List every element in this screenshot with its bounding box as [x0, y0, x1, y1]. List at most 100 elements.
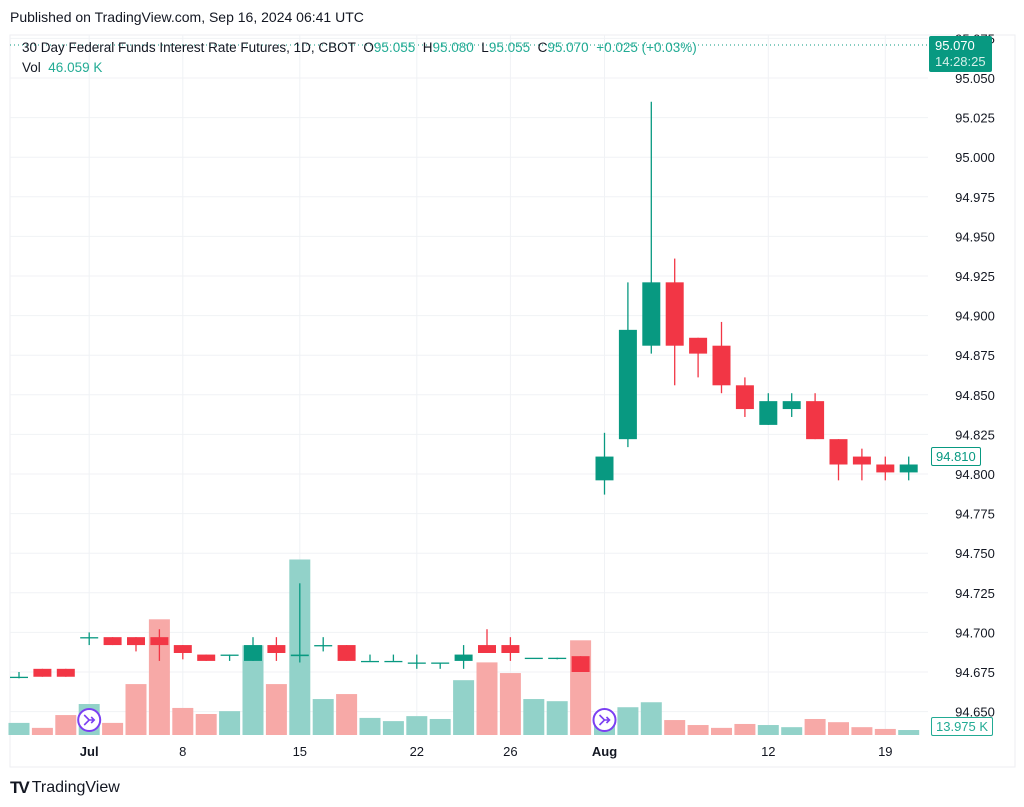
candle	[80, 632, 99, 646]
candle-body	[127, 637, 145, 646]
candle-body	[103, 637, 122, 646]
candle-body	[431, 662, 450, 664]
candle	[454, 645, 473, 669]
volume-bar	[406, 716, 428, 735]
volume-bar	[219, 711, 241, 735]
volume-bar	[382, 721, 404, 735]
y-tick-label: 94.775	[955, 507, 995, 522]
symbol-title: 30 Day Federal Funds Interest Rate Futur…	[22, 40, 356, 55]
y-tick-label: 94.875	[955, 348, 995, 363]
candle	[782, 393, 801, 417]
candle	[759, 393, 778, 425]
y-tick-label: 95.050	[955, 71, 995, 86]
candle	[431, 662, 450, 669]
low-value: 95.055	[488, 40, 531, 55]
candle-body	[478, 645, 496, 653]
volume-bar	[499, 673, 521, 735]
candle	[642, 101, 661, 354]
candle-body	[267, 645, 286, 653]
volume-bar	[125, 684, 147, 735]
volume-bar	[546, 701, 568, 735]
open-label: O	[363, 40, 374, 55]
candle	[103, 637, 122, 646]
volume-bar	[828, 722, 849, 735]
x-tick-label: 22	[410, 744, 424, 759]
volume-bar	[734, 723, 756, 735]
candle-body	[220, 654, 239, 656]
candle-body	[337, 645, 356, 661]
tradingview-logo[interactable]: TV TradingView	[10, 778, 120, 798]
candle	[197, 654, 216, 661]
candle	[524, 657, 543, 660]
tradingview-logo-icon: TV	[10, 778, 30, 797]
candle-body	[782, 401, 801, 410]
volume-bar	[336, 694, 358, 735]
volume-bar	[664, 720, 686, 735]
low-label: L	[481, 40, 489, 55]
candle	[571, 656, 590, 672]
candle	[56, 668, 75, 677]
candle	[595, 432, 614, 495]
y-tick-label: 94.650	[955, 705, 995, 720]
candle-body	[852, 456, 871, 465]
volume-bar	[195, 713, 217, 735]
volume-bar	[523, 699, 545, 735]
candle	[478, 629, 496, 653]
change-value: +0.025 (+0.03%)	[596, 40, 697, 55]
x-tick-label: 8	[179, 744, 186, 759]
candle	[501, 637, 520, 661]
symbol-legend: 30 Day Federal Funds Interest Rate Futur…	[22, 40, 697, 55]
published-text: Published on TradingView.com, Sep 16, 20…	[10, 9, 364, 25]
candle-body	[197, 654, 216, 661]
candle	[150, 629, 169, 661]
candle	[689, 337, 708, 378]
candle-body	[899, 464, 918, 473]
candle-body	[806, 401, 825, 440]
candle	[290, 583, 309, 663]
candle-body	[548, 657, 567, 660]
candle-body	[642, 282, 661, 346]
candle-body	[759, 401, 778, 425]
candle	[806, 393, 825, 440]
volume-bar	[687, 725, 709, 735]
event-marker-icon	[77, 708, 102, 732]
y-tick-label: 94.675	[955, 665, 995, 680]
volume-bar	[359, 717, 381, 735]
candle-body	[173, 645, 192, 653]
x-tick-label: Aug	[592, 744, 617, 759]
volume-bar	[898, 730, 920, 735]
candle-body	[735, 385, 754, 410]
candle-body	[501, 645, 520, 653]
y-tick-label: 94.975	[955, 190, 995, 205]
volume-bar	[617, 707, 639, 735]
volume-value: 46.059 K	[48, 60, 103, 75]
volume-bar	[8, 722, 30, 735]
candle-body	[150, 637, 169, 646]
candle-body	[361, 660, 379, 663]
x-tick-label: Jul	[80, 744, 99, 759]
volume-bar	[102, 722, 124, 735]
candle	[407, 654, 426, 669]
volume-legend: Vol 46.059 K	[22, 60, 102, 75]
candle	[735, 377, 754, 417]
event-arrow	[598, 714, 611, 726]
candle-body	[407, 662, 426, 664]
volume-bar	[804, 718, 826, 735]
candle	[899, 456, 918, 481]
open-value: 95.055	[373, 40, 416, 55]
y-tick-label: 94.700	[955, 625, 995, 640]
y-tick-label: 94.850	[955, 388, 995, 403]
volume-bar	[476, 662, 498, 735]
y-tick-label: 95.000	[955, 150, 995, 165]
candle-body	[689, 337, 708, 354]
candle-body	[10, 676, 28, 679]
volume-bar	[55, 715, 77, 735]
candle	[314, 637, 333, 652]
event-arrow	[83, 714, 96, 726]
candle-body	[80, 637, 99, 639]
candle	[852, 448, 871, 481]
y-tick-label: 94.800	[955, 467, 995, 482]
volume-bar	[242, 645, 264, 735]
